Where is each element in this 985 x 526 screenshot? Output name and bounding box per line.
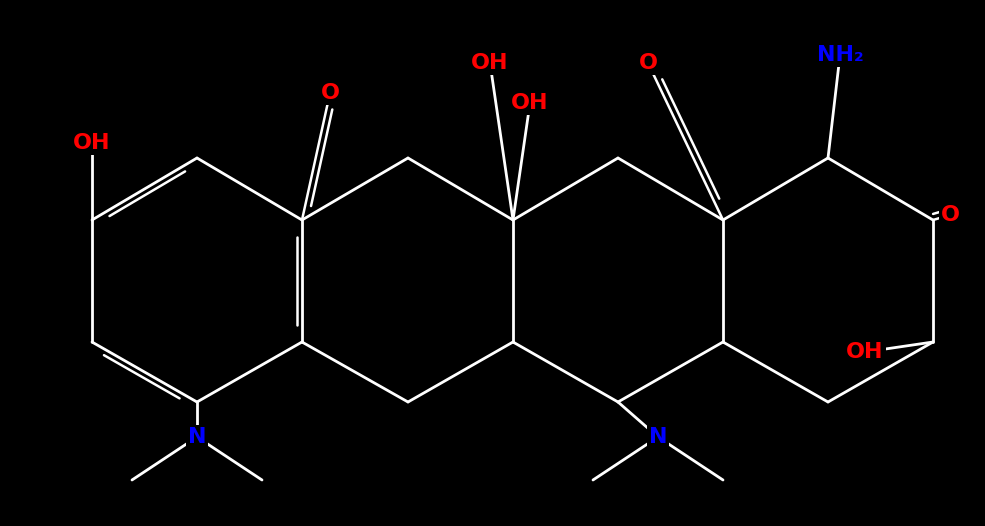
Text: NH₂: NH₂ xyxy=(817,45,864,65)
Text: OH: OH xyxy=(73,133,110,153)
Text: OH: OH xyxy=(846,342,884,362)
Text: O: O xyxy=(320,83,340,103)
Text: OH: OH xyxy=(471,53,508,73)
Text: N: N xyxy=(188,427,206,447)
Text: O: O xyxy=(941,205,959,225)
Text: N: N xyxy=(649,427,667,447)
Text: O: O xyxy=(638,53,658,73)
Text: OH: OH xyxy=(511,93,549,113)
